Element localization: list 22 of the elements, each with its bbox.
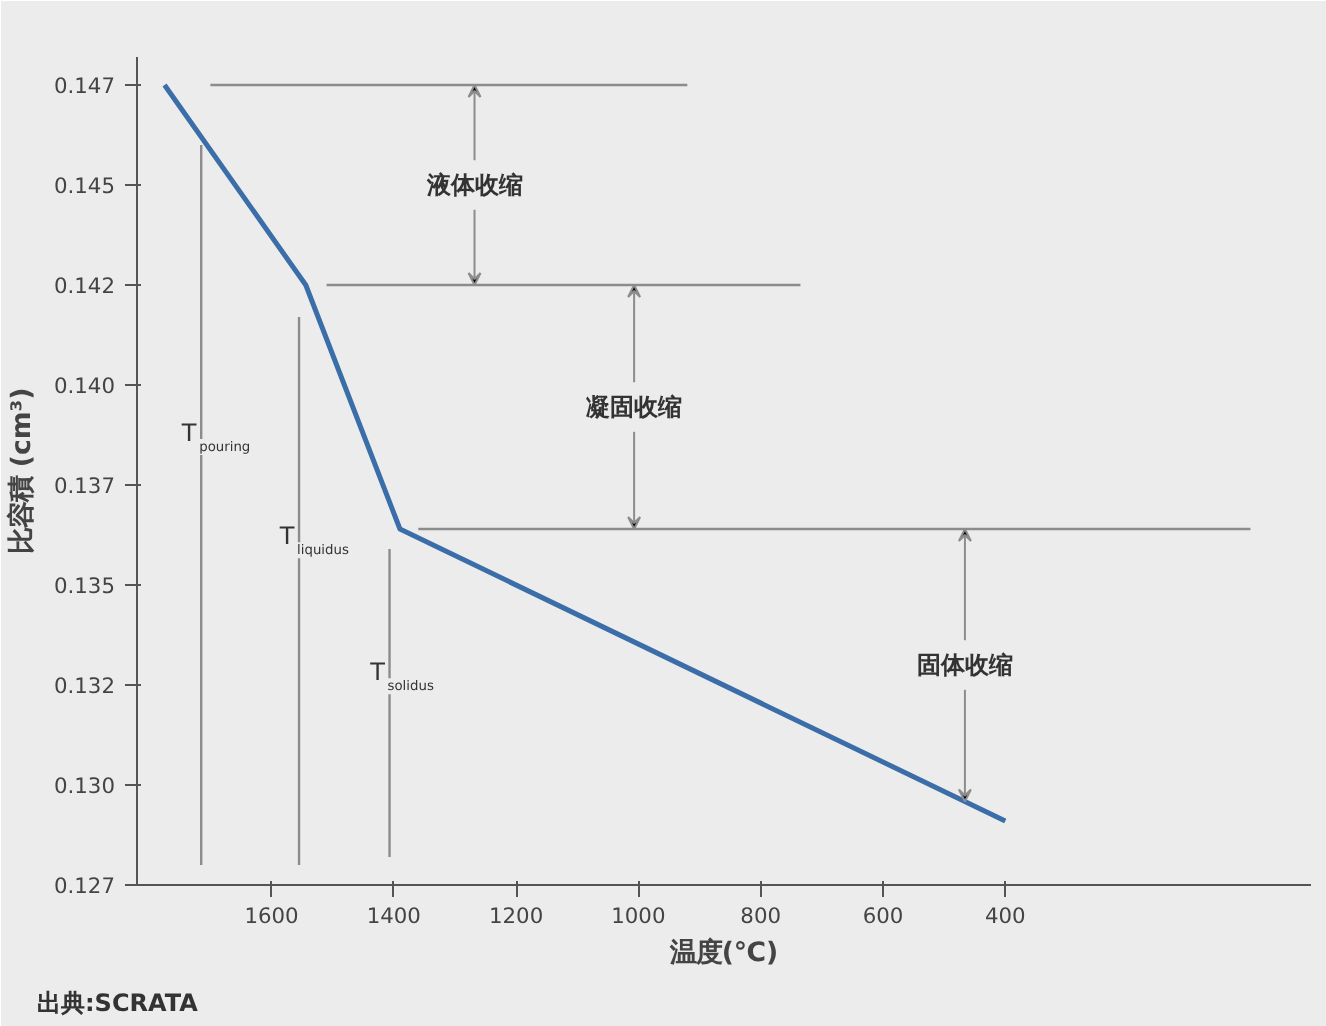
x-tick-label: 1000 bbox=[611, 903, 666, 929]
x-tick-label: 800 bbox=[740, 903, 782, 929]
x-tick-label: 1400 bbox=[366, 903, 422, 929]
annotation: 固体收缩 bbox=[916, 651, 1013, 679]
source-note: 出典:SCRATA bbox=[37, 989, 200, 1017]
y-tick-label: 0.147 bbox=[53, 73, 116, 99]
annotation: 液体收缩 bbox=[424, 171, 523, 199]
x-tick-label: 400 bbox=[984, 903, 1027, 929]
y-tick-label: 0.132 bbox=[53, 673, 116, 699]
y-tick-label: 0.137 bbox=[53, 473, 116, 499]
y-tick-label: 0.127 bbox=[53, 873, 116, 899]
y-tick-label: 0.142 bbox=[53, 273, 116, 299]
annotation: 凝固收缩 bbox=[586, 393, 683, 421]
y-tick-label: 0.140 bbox=[53, 373, 116, 399]
x-axis-title: 温度(℃) bbox=[667, 937, 779, 969]
y-axis-title: 比容積 (cm³) bbox=[5, 387, 38, 555]
y-tick-label: 0.145 bbox=[53, 173, 116, 199]
x-tick-label: 600 bbox=[862, 903, 904, 929]
y-tick-label: 0.135 bbox=[53, 573, 116, 599]
y-tick-label: 0.130 bbox=[53, 773, 116, 799]
x-tick-label: 1600 bbox=[244, 903, 300, 929]
x-tick-label: 1200 bbox=[488, 903, 544, 929]
